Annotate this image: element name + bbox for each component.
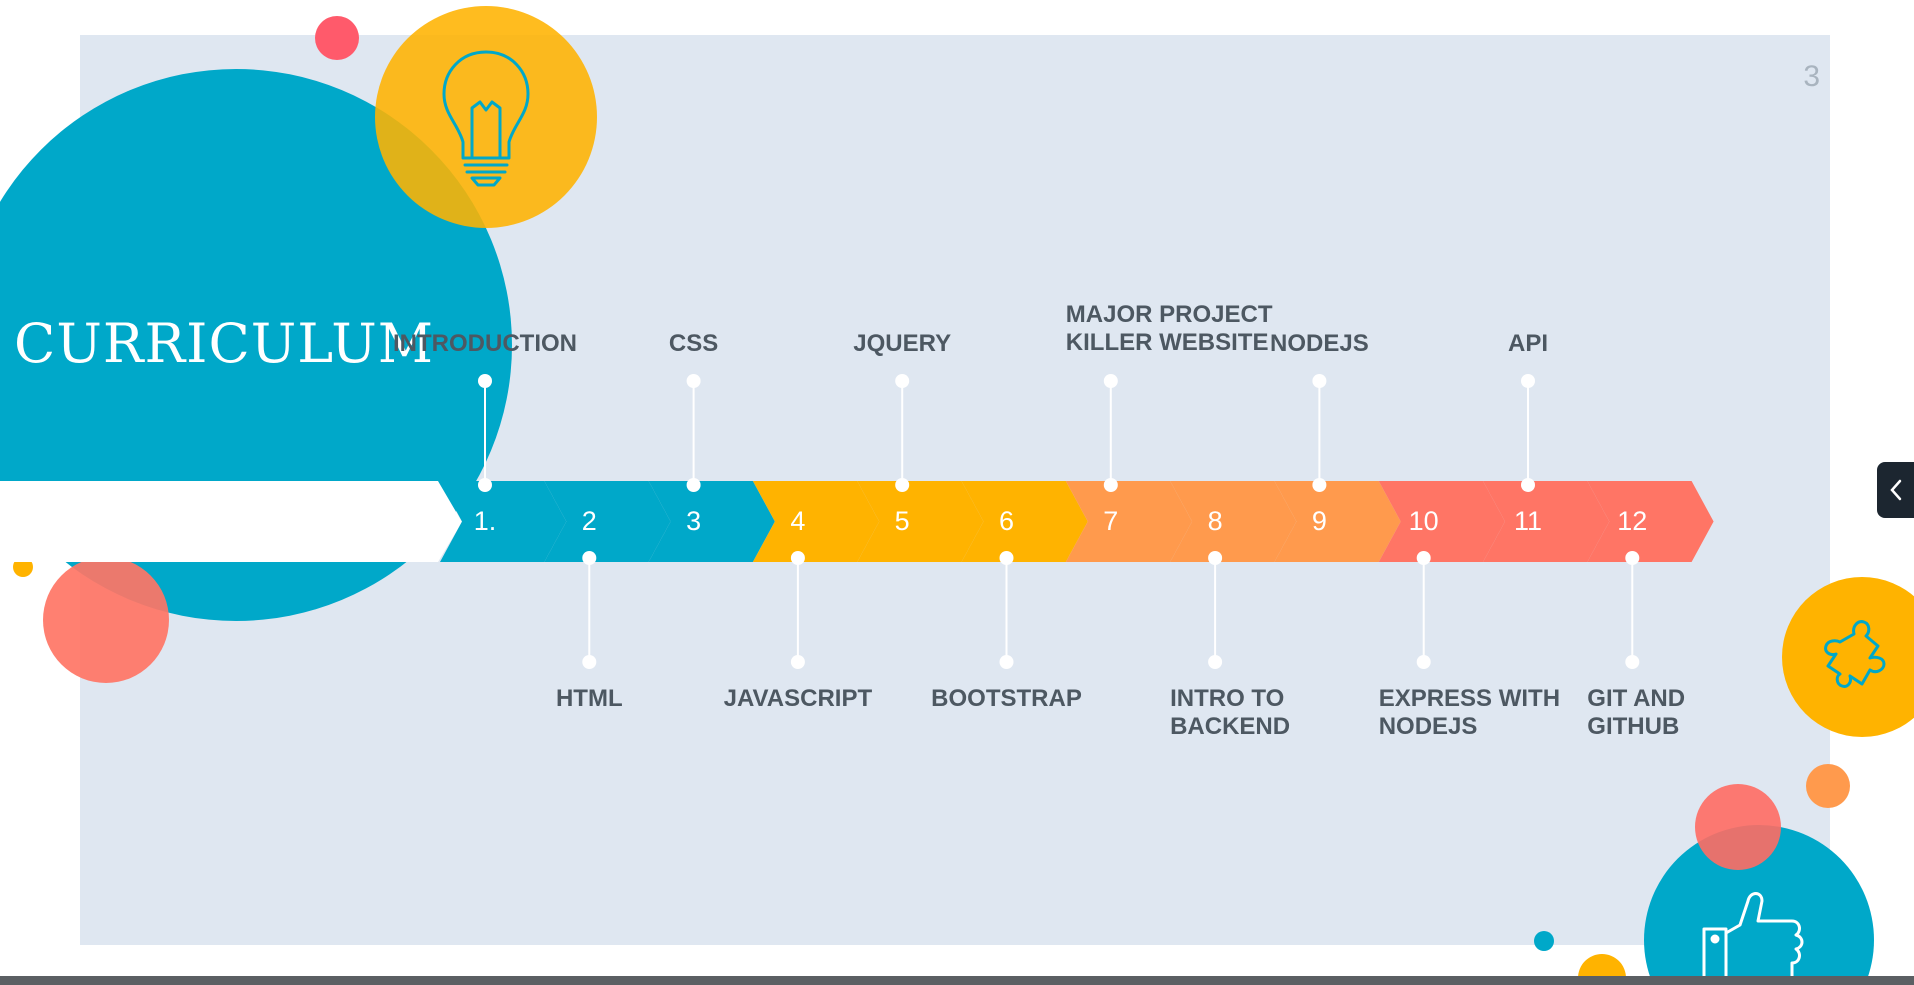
coral-circle-bottom	[1695, 784, 1781, 870]
thumbs-up-icon	[1702, 892, 1804, 985]
timeline-connector-dot	[1416, 655, 1431, 669]
timeline-step-number: 6	[998, 505, 1015, 536]
timeline-chevron	[1274, 481, 1401, 562]
timeline-connector-dot	[790, 655, 805, 669]
timeline-step-topic: GIT AND GITHUB	[1587, 685, 1686, 740]
timeline-chevron	[648, 481, 775, 562]
timeline-arrows	[440, 481, 1714, 562]
timeline-connector-dot	[999, 655, 1014, 669]
timeline-connectors	[478, 374, 1640, 669]
timeline-connector-dot	[895, 374, 910, 388]
timeline-step-number: 5	[894, 505, 910, 536]
timeline-chevron	[752, 481, 880, 562]
timeline-connector-dot	[1208, 551, 1223, 565]
timeline-connector-dot	[582, 655, 597, 669]
chevron-left-icon	[1890, 479, 1902, 501]
timeline-chevron	[961, 481, 1088, 562]
timeline-connector-dot	[686, 478, 701, 492]
timeline-step-topic: EXPRESS WITH NODEJS	[1378, 685, 1561, 740]
teal-circle-bottom	[1644, 825, 1874, 985]
timeline-step-number: 1.	[473, 505, 497, 536]
timeline-step-number: 10	[1408, 505, 1439, 536]
timeline-step-topic: JAVASCRIPT	[723, 685, 873, 712]
side-panel-toggle[interactable]	[1877, 462, 1914, 518]
yellow-circle-right	[1782, 577, 1914, 737]
timeline-connector-dot	[1416, 551, 1431, 565]
timeline-connector-dot	[1521, 478, 1535, 492]
timeline-chevron	[1378, 481, 1505, 562]
lightbulb-icon	[442, 50, 530, 187]
timeline-connector-dot	[1625, 655, 1640, 669]
timeline-step-number: 2	[581, 505, 597, 536]
timeline-step-topic: HTML	[555, 685, 623, 712]
timeline-chevron	[1483, 481, 1610, 562]
timeline-step-number: 8	[1207, 505, 1223, 536]
page-number: 3	[1803, 60, 1820, 93]
timeline-step-number: 3	[686, 505, 702, 536]
puzzle-piece-icon	[1824, 620, 1886, 688]
timeline-step-number: 4	[790, 505, 806, 536]
pink-dot	[315, 16, 359, 60]
timeline-connector-dot	[1103, 374, 1118, 388]
timeline-connector-dot	[999, 551, 1014, 565]
timeline-chevron	[857, 481, 984, 562]
timeline-chevron	[440, 481, 567, 562]
timeline-connector-dot	[582, 551, 597, 565]
timeline-chevron	[1065, 481, 1193, 562]
timeline-chevron	[544, 481, 671, 562]
horizontal-scrollbar[interactable]	[0, 976, 1914, 985]
timeline-connector-dot	[1521, 374, 1535, 388]
timeline-connector-dot	[478, 478, 492, 492]
timeline-step-number: 11	[1513, 505, 1543, 536]
coral-circle-small	[43, 557, 169, 683]
timeline-connector-dot	[1625, 551, 1640, 565]
timeline-step-topic: MAJOR PROJECT KILLER WEBSITE	[1065, 301, 1273, 356]
timeline-step-topic: INTRODUCTION	[393, 330, 577, 357]
timeline-connector-dot	[1103, 478, 1118, 492]
timeline-step-topic: BOOTSTRAP	[931, 685, 1082, 712]
orange-dot-right	[1806, 764, 1850, 808]
timeline-connector-dot	[478, 374, 492, 388]
timeline-connector-dot	[790, 551, 805, 565]
timeline-connector-dot	[1312, 374, 1327, 388]
timeline-step-topic: API	[1507, 330, 1548, 357]
timeline-chevron	[1587, 481, 1714, 562]
timeline-step-topic: JQUERY	[853, 330, 952, 357]
timeline-step-topic: INTRO TO BACKEND	[1170, 685, 1291, 740]
timeline-step-number: 7	[1103, 505, 1119, 536]
title-banner	[0, 481, 462, 562]
yellow-circle-top	[375, 6, 597, 228]
timeline-connector-dot	[1208, 655, 1223, 669]
timeline-connector-dot	[1312, 478, 1327, 492]
timeline-step-topic: CSS	[668, 330, 719, 357]
timeline-connector-dot	[686, 374, 701, 388]
teal-dot-bottom	[1534, 931, 1554, 951]
timeline-step-number: 9	[1311, 505, 1327, 536]
timeline-step-number: 12	[1617, 505, 1648, 536]
timeline-chevron	[1170, 481, 1297, 562]
timeline-connector-dot	[895, 478, 910, 492]
slide-title: CURRICULUM	[14, 312, 435, 375]
timeline-step-topic: NODEJS	[1270, 330, 1369, 357]
